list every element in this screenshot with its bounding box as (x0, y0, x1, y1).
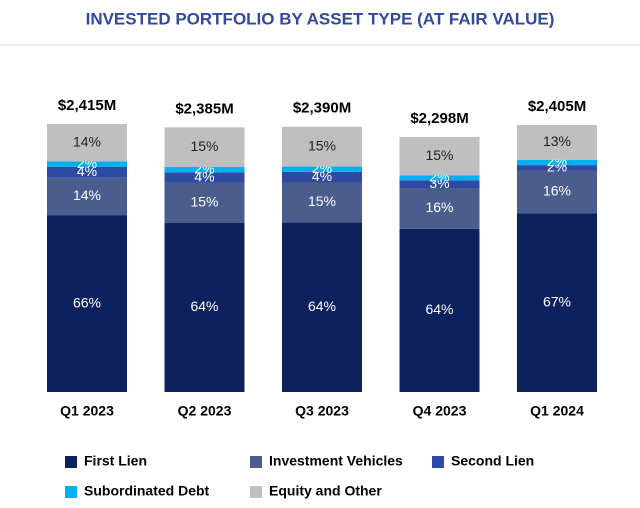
x-tick-label: Q3 2023 (295, 403, 349, 419)
total-label: $2,390M (293, 100, 351, 117)
data-label: 15% (190, 138, 218, 154)
data-label: 14% (73, 187, 101, 203)
x-tick-label: Q4 2023 (413, 403, 467, 419)
data-label: 15% (308, 137, 336, 153)
legend-swatch (250, 486, 262, 498)
legend-swatch (432, 456, 444, 468)
chart: INVESTED PORTFOLIO BY ASSET TYPE (AT FAI… (0, 0, 640, 508)
data-label: 15% (308, 193, 336, 209)
legend-label: Second Lien (451, 453, 534, 469)
chart-title: INVESTED PORTFOLIO BY ASSET TYPE (AT FAI… (86, 9, 555, 28)
data-label: 16% (425, 199, 453, 215)
total-label: $2,298M (410, 110, 468, 127)
data-label: 64% (308, 298, 336, 314)
x-tick-label: Q1 2023 (60, 403, 114, 419)
legend-label: First Lien (84, 453, 147, 469)
data-label: 66% (73, 294, 101, 310)
legend-label: Equity and Other (269, 483, 382, 499)
data-label: 64% (425, 301, 453, 317)
data-label: 15% (425, 147, 453, 163)
legend-swatch (250, 456, 262, 468)
data-label: 15% (190, 193, 218, 209)
total-label: $2,415M (58, 97, 116, 114)
total-label: $2,385M (175, 100, 233, 117)
data-label: 16% (543, 183, 571, 199)
data-label: 67% (543, 293, 571, 309)
legend-label: Subordinated Debt (84, 483, 210, 499)
data-label: 13% (543, 133, 571, 149)
x-tick-label: Q1 2024 (530, 403, 584, 419)
total-label: $2,405M (528, 98, 586, 115)
x-tick-label: Q2 2023 (178, 403, 232, 419)
legend-swatch (65, 486, 77, 498)
legend-swatch (65, 456, 77, 468)
legend-label: Investment Vehicles (269, 453, 403, 469)
data-label: 14% (73, 133, 101, 149)
data-label: 64% (190, 298, 218, 314)
